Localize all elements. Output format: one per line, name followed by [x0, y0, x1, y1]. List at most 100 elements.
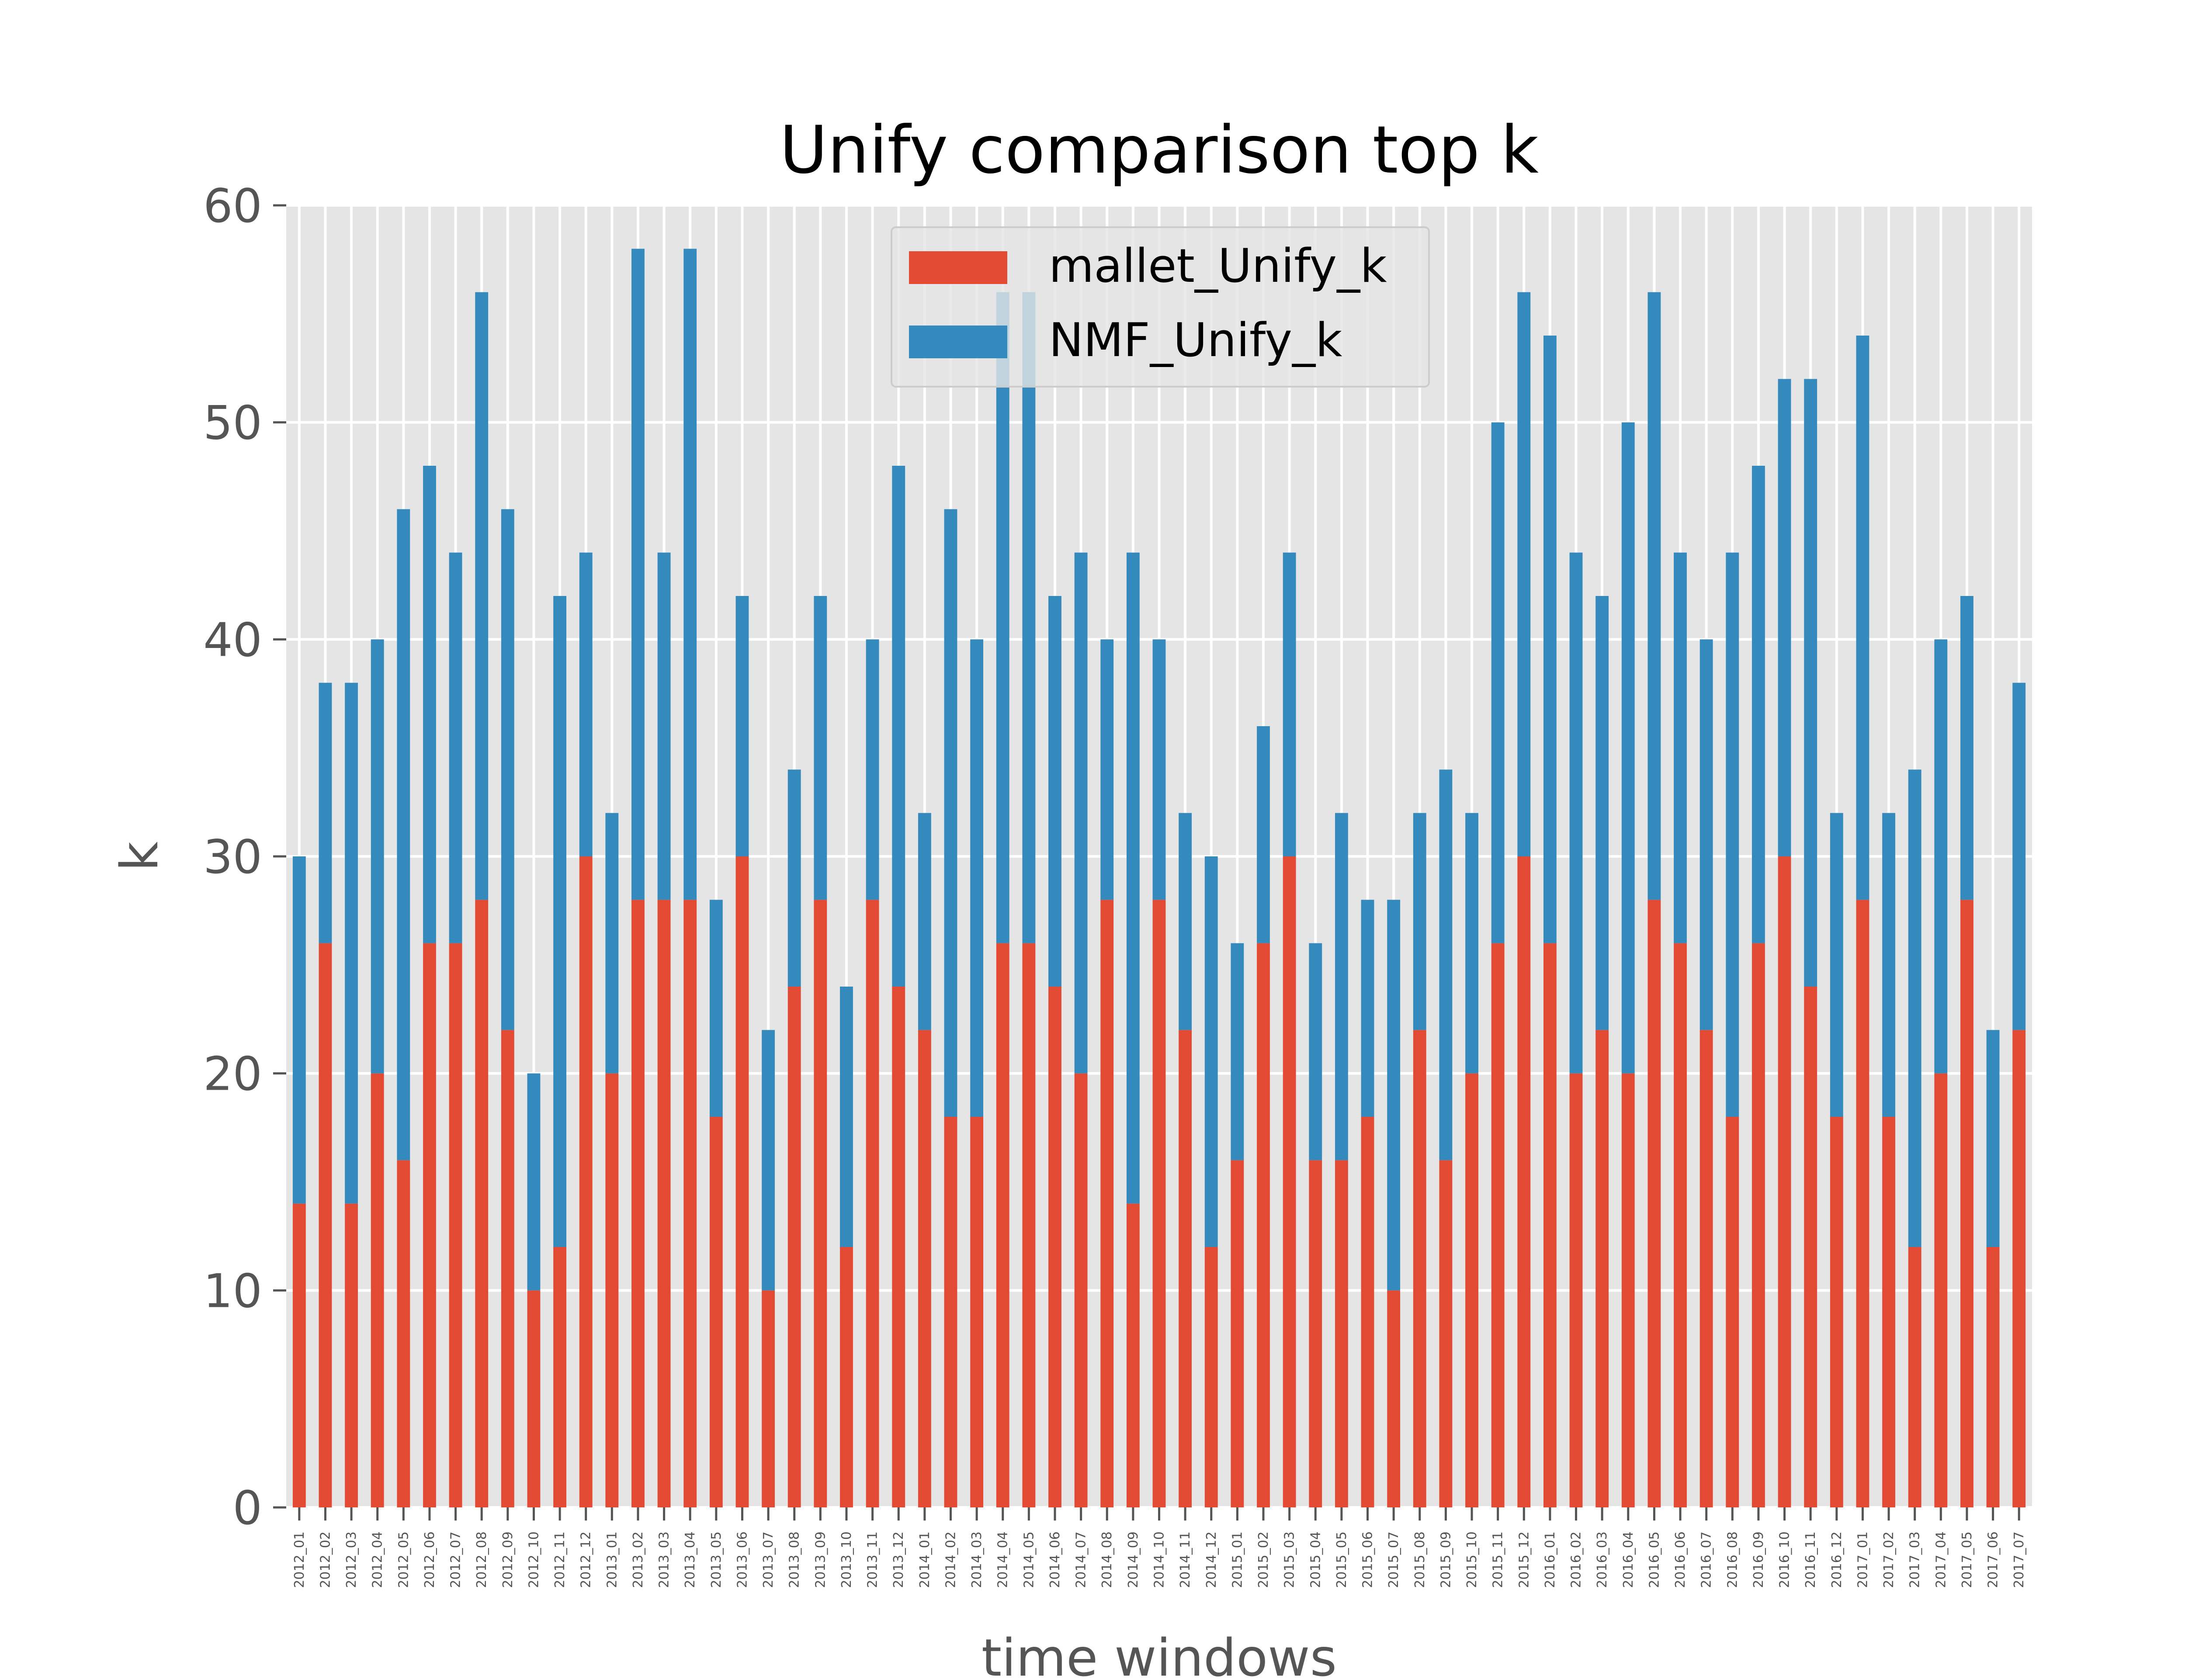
bar-nmf — [709, 900, 723, 1117]
bar-nmf — [1830, 813, 1843, 1117]
x-tick-label: 2013_07 — [761, 1531, 776, 1588]
bar-mallet — [1491, 943, 1505, 1507]
x-tick-label: 2016_03 — [1595, 1531, 1610, 1588]
bar-nmf — [475, 292, 489, 900]
bar-mallet — [657, 900, 671, 1507]
bar-mallet — [1830, 1117, 1843, 1507]
bar-nmf — [1257, 726, 1270, 943]
bar-nmf — [631, 249, 645, 900]
bar-nmf — [1335, 813, 1348, 1160]
x-tick-label: 2017_05 — [1960, 1531, 1975, 1588]
x-tick-label: 2015_01 — [1230, 1531, 1245, 1588]
bar-nmf — [1413, 813, 1426, 1030]
legend-swatch-nmf — [909, 326, 1007, 358]
x-tick-label: 2017_02 — [1881, 1531, 1897, 1588]
bar-mallet — [527, 1290, 541, 1507]
bar-mallet — [1621, 1073, 1635, 1507]
x-tick-label: 2017_06 — [1986, 1531, 2001, 1588]
x-tick-label: 2013_03 — [657, 1531, 672, 1588]
x-tick-label: 2016_04 — [1621, 1531, 1636, 1588]
x-axis: 2012_01 2012_02 2012_03 2012_04 2012_05 2012_… — [292, 1507, 2027, 1588]
bar-mallet — [631, 900, 645, 1507]
bar-nmf — [292, 856, 306, 1204]
bar-nmf — [1908, 769, 1921, 1247]
bar-mallet — [709, 1117, 723, 1507]
x-tick-label: 2013_09 — [813, 1531, 828, 1588]
bar-nmf — [1126, 552, 1140, 1204]
bar-nmf — [657, 552, 671, 900]
x-tick-label: 2013_01 — [604, 1531, 620, 1588]
bar-nmf — [1204, 856, 1218, 1247]
bar-mallet — [1335, 1160, 1348, 1507]
bar-nmf — [371, 639, 384, 1074]
bar-mallet — [814, 900, 827, 1507]
bar-mallet — [1726, 1117, 1739, 1507]
bar-nmf — [1517, 292, 1531, 856]
bar-mallet — [1856, 900, 1869, 1507]
bar-mallet — [762, 1290, 775, 1507]
bar-mallet — [1361, 1117, 1374, 1507]
x-tick-label: 2016_10 — [1777, 1531, 1793, 1588]
x-tick-label: 2013_02 — [631, 1531, 646, 1588]
x-tick-label: 2016_09 — [1751, 1531, 1766, 1588]
x-tick-label: 2015_02 — [1256, 1531, 1271, 1588]
bar-mallet — [996, 943, 1009, 1507]
x-tick-label: 2012_08 — [474, 1531, 489, 1588]
x-tick-label: 2012_02 — [318, 1531, 333, 1588]
x-tick-label: 2014_09 — [1126, 1531, 1141, 1588]
bar-mallet — [1517, 856, 1531, 1507]
bar-mallet — [1309, 1160, 1322, 1507]
bar-nmf — [1152, 639, 1166, 900]
y-tick-label: 20 — [203, 1047, 262, 1101]
y-tick-label: 60 — [203, 179, 262, 233]
bar-nmf — [1179, 813, 1192, 1030]
bar-mallet — [423, 943, 436, 1507]
bar-nmf — [1569, 552, 1583, 1074]
bar-nmf — [1986, 1030, 2000, 1247]
x-tick-label: 2012_07 — [448, 1531, 464, 1588]
bar-nmf — [1543, 336, 1557, 943]
bar-nmf — [996, 292, 1009, 943]
x-tick-label: 2017_04 — [1933, 1531, 1949, 1588]
bar-mallet — [918, 1030, 931, 1507]
legend-swatch-mallet — [909, 251, 1007, 284]
bar-mallet — [1179, 1030, 1192, 1507]
bars — [292, 249, 2026, 1507]
bar-mallet — [1595, 1030, 1609, 1507]
bar-nmf — [1361, 900, 1374, 1117]
x-tick-label: 2012_11 — [552, 1531, 568, 1588]
bar-nmf — [397, 509, 410, 1160]
bar-mallet — [1204, 1247, 1218, 1507]
bar-nmf — [579, 552, 593, 856]
x-tick-label: 2016_02 — [1569, 1531, 1584, 1588]
bar-nmf — [1283, 552, 1296, 856]
bar-nmf — [1387, 900, 1401, 1291]
bar-nmf — [918, 813, 931, 1030]
bar-nmf — [1726, 552, 1739, 1117]
x-tick-label: 2016_08 — [1725, 1531, 1740, 1588]
bar-nmf — [840, 987, 853, 1247]
bar-nmf — [1439, 769, 1453, 1160]
bar-nmf — [970, 639, 984, 1117]
x-tick-label: 2016_07 — [1699, 1531, 1714, 1588]
bar-mallet — [787, 987, 801, 1507]
x-tick-label: 2014_06 — [1047, 1531, 1063, 1588]
x-tick-label: 2014_11 — [1178, 1531, 1193, 1588]
x-tick-label: 2013_06 — [735, 1531, 750, 1588]
x-tick-label: 2015_05 — [1334, 1531, 1349, 1588]
bar-nmf — [319, 682, 332, 943]
bar-nmf — [423, 466, 436, 943]
bar-nmf — [2012, 682, 2026, 1030]
x-tick-label: 2013_11 — [865, 1531, 881, 1588]
x-tick-label: 2014_07 — [1074, 1531, 1089, 1588]
bar-nmf — [1231, 943, 1244, 1160]
x-tick-label: 2013_05 — [709, 1531, 724, 1588]
y-tick-label: 10 — [203, 1264, 262, 1318]
bar-nmf — [1804, 379, 1817, 987]
bar-nmf — [1882, 813, 1895, 1117]
bar-nmf — [605, 813, 619, 1074]
x-tick-label: 2017_07 — [2012, 1531, 2027, 1588]
y-tick-label: 0 — [233, 1481, 262, 1535]
x-tick-label: 2015_07 — [1386, 1531, 1401, 1588]
x-tick-label: 2013_04 — [683, 1531, 698, 1588]
